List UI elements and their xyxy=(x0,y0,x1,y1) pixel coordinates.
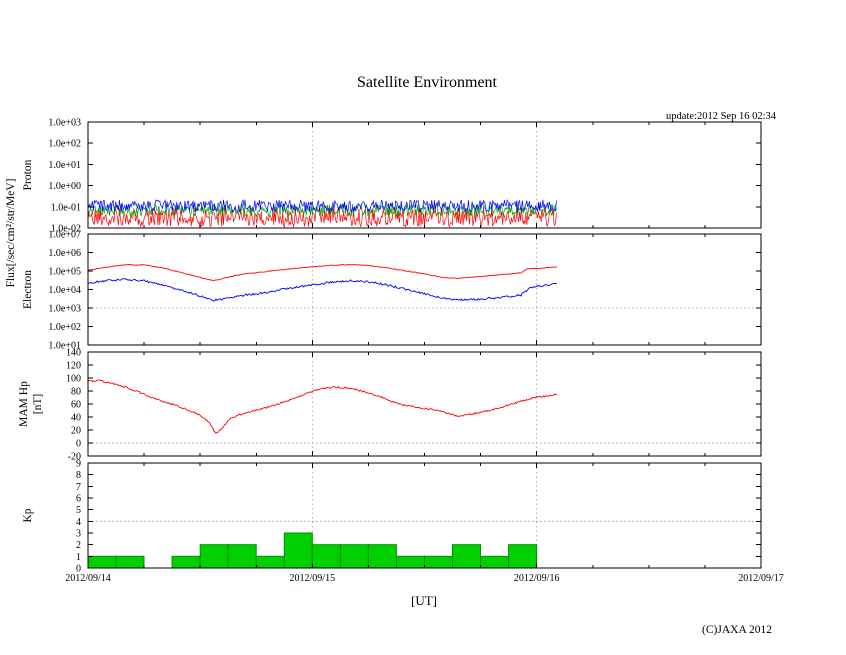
kp-index-ytick-label: 5 xyxy=(76,505,81,516)
kp-bar xyxy=(311,544,341,569)
mam-hp-ytick-label: 40 xyxy=(71,413,81,424)
kp-bar xyxy=(227,544,257,569)
electron-flux-ytick-label: 1.0e+05 xyxy=(48,267,81,278)
kp-bar xyxy=(171,555,201,569)
kp-index-ytick-label: 7 xyxy=(76,482,81,493)
electron-high-flux-trace xyxy=(87,263,558,282)
electron-flux-ytick-label: 1.0e+06 xyxy=(48,248,81,259)
mam-hp-frame xyxy=(87,351,762,457)
mam-hp-ytick-label: 120 xyxy=(66,361,81,372)
mam-hp-ylabel-unit: [nT] xyxy=(32,394,44,414)
mam-hp-trace-trace xyxy=(87,379,558,434)
electron-flux-ytick-label: 1.0e+01 xyxy=(48,341,81,352)
mam-hp-ytick-label: 0 xyxy=(76,439,81,450)
kp-bar xyxy=(115,555,145,569)
proton-channel-blue-trace xyxy=(87,198,557,213)
mam-hp-ytick-label: -20 xyxy=(68,452,81,463)
kp-bar xyxy=(480,555,510,569)
kp-index-ytick-label: 3 xyxy=(76,529,81,540)
chart-title: Satellite Environment xyxy=(357,74,498,91)
x-tick-label: 2012/09/16 xyxy=(514,573,560,584)
proton-flux-ytick-label: 1.0e-01 xyxy=(51,202,81,213)
x-tick-label: 2012/09/14 xyxy=(65,573,111,584)
mam-hp-panel: 140 120 100 80 60 40 20 0 -20 MAM Hp [nT] xyxy=(18,348,762,463)
electron-flux-frame xyxy=(87,233,762,346)
kp-index-ytick-label: 1 xyxy=(76,552,81,563)
mam-hp-ytick-label: 100 xyxy=(66,374,81,385)
kp-bar xyxy=(452,544,481,569)
x-tick-label: 2012/09/15 xyxy=(290,573,336,584)
flux-axis-label: Flux[/sec/cm²/str/MeV] xyxy=(5,179,17,288)
kp-index-ytick-label: 8 xyxy=(76,470,81,481)
copyright-label: (C)JAXA 2012 xyxy=(702,624,772,636)
proton-flux-ylabel: Proton xyxy=(22,159,34,190)
kp-index-ylabel: Kp xyxy=(22,508,34,522)
mam-hp-ytick-label: 60 xyxy=(71,400,81,411)
kp-bar xyxy=(424,555,453,569)
mam-hp-ytick-label: 80 xyxy=(71,387,81,398)
kp-bar xyxy=(396,555,425,569)
electron-flux-ytick-label: 1.0e+02 xyxy=(48,322,81,333)
electron-flux-panel: 1.0e+07 1.0e+06 1.0e+05 1.0e+04 1.0e+03 1.0e+… xyxy=(22,230,762,352)
proton-flux-frame xyxy=(87,121,762,229)
kp-index-ytick-label: 4 xyxy=(76,517,81,528)
kp-bar xyxy=(283,532,313,569)
mam-hp-ytick-label: 20 xyxy=(71,426,81,437)
kp-index-ytick-label: 0 xyxy=(76,564,81,575)
kp-bar xyxy=(87,555,117,569)
kp-bar xyxy=(339,544,369,569)
kp-index-ytick-label: 2 xyxy=(76,540,81,551)
mam-hp-ylabel: MAM Hp xyxy=(18,381,30,427)
electron-flux-ytick-label: 1.0e+03 xyxy=(48,304,81,315)
x-tick-label: 2012/09/17 xyxy=(738,573,784,584)
update-timestamp: update:2012 Sep 16 02:34 xyxy=(666,111,777,122)
kp-index-ytick-label: 6 xyxy=(76,494,81,505)
kp-index-ytick-label: 9 xyxy=(76,459,81,470)
ut-axis-label: [UT] xyxy=(411,593,437,608)
proton-flux-ytick-label: 1.0e+03 xyxy=(48,118,81,129)
kp-bar xyxy=(367,544,397,569)
proton-flux-ytick-label: 1.0e-02 xyxy=(51,224,81,235)
electron-flux-ytick-label: 1.0e+04 xyxy=(48,285,81,296)
proton-flux-ytick-label: 1.0e+01 xyxy=(48,160,81,171)
electron-flux-ylabel: Electron xyxy=(22,270,34,309)
electron-low-flux-trace xyxy=(87,277,558,302)
proton-flux-panel: 1.0e+03 1.0e+02 1.0e+01 1.0e+00 1.0e-01 1.0e-… xyxy=(22,118,762,235)
kp-bar xyxy=(508,544,538,569)
mam-hp-ytick-label: 140 xyxy=(66,348,81,359)
proton-flux-ytick-label: 1.0e+00 xyxy=(48,181,81,192)
kp-bar xyxy=(255,555,285,569)
electron-flux-ytick-label: 1.0e+07 xyxy=(48,230,81,241)
kp-index-frame xyxy=(87,462,762,569)
proton-flux-ytick-label: 1.0e+02 xyxy=(48,139,81,150)
kp-bar xyxy=(199,544,229,569)
panels-group: 1.0e+03 1.0e+02 1.0e+01 1.0e+00 1.0e-01 1.0e-… xyxy=(18,118,784,585)
